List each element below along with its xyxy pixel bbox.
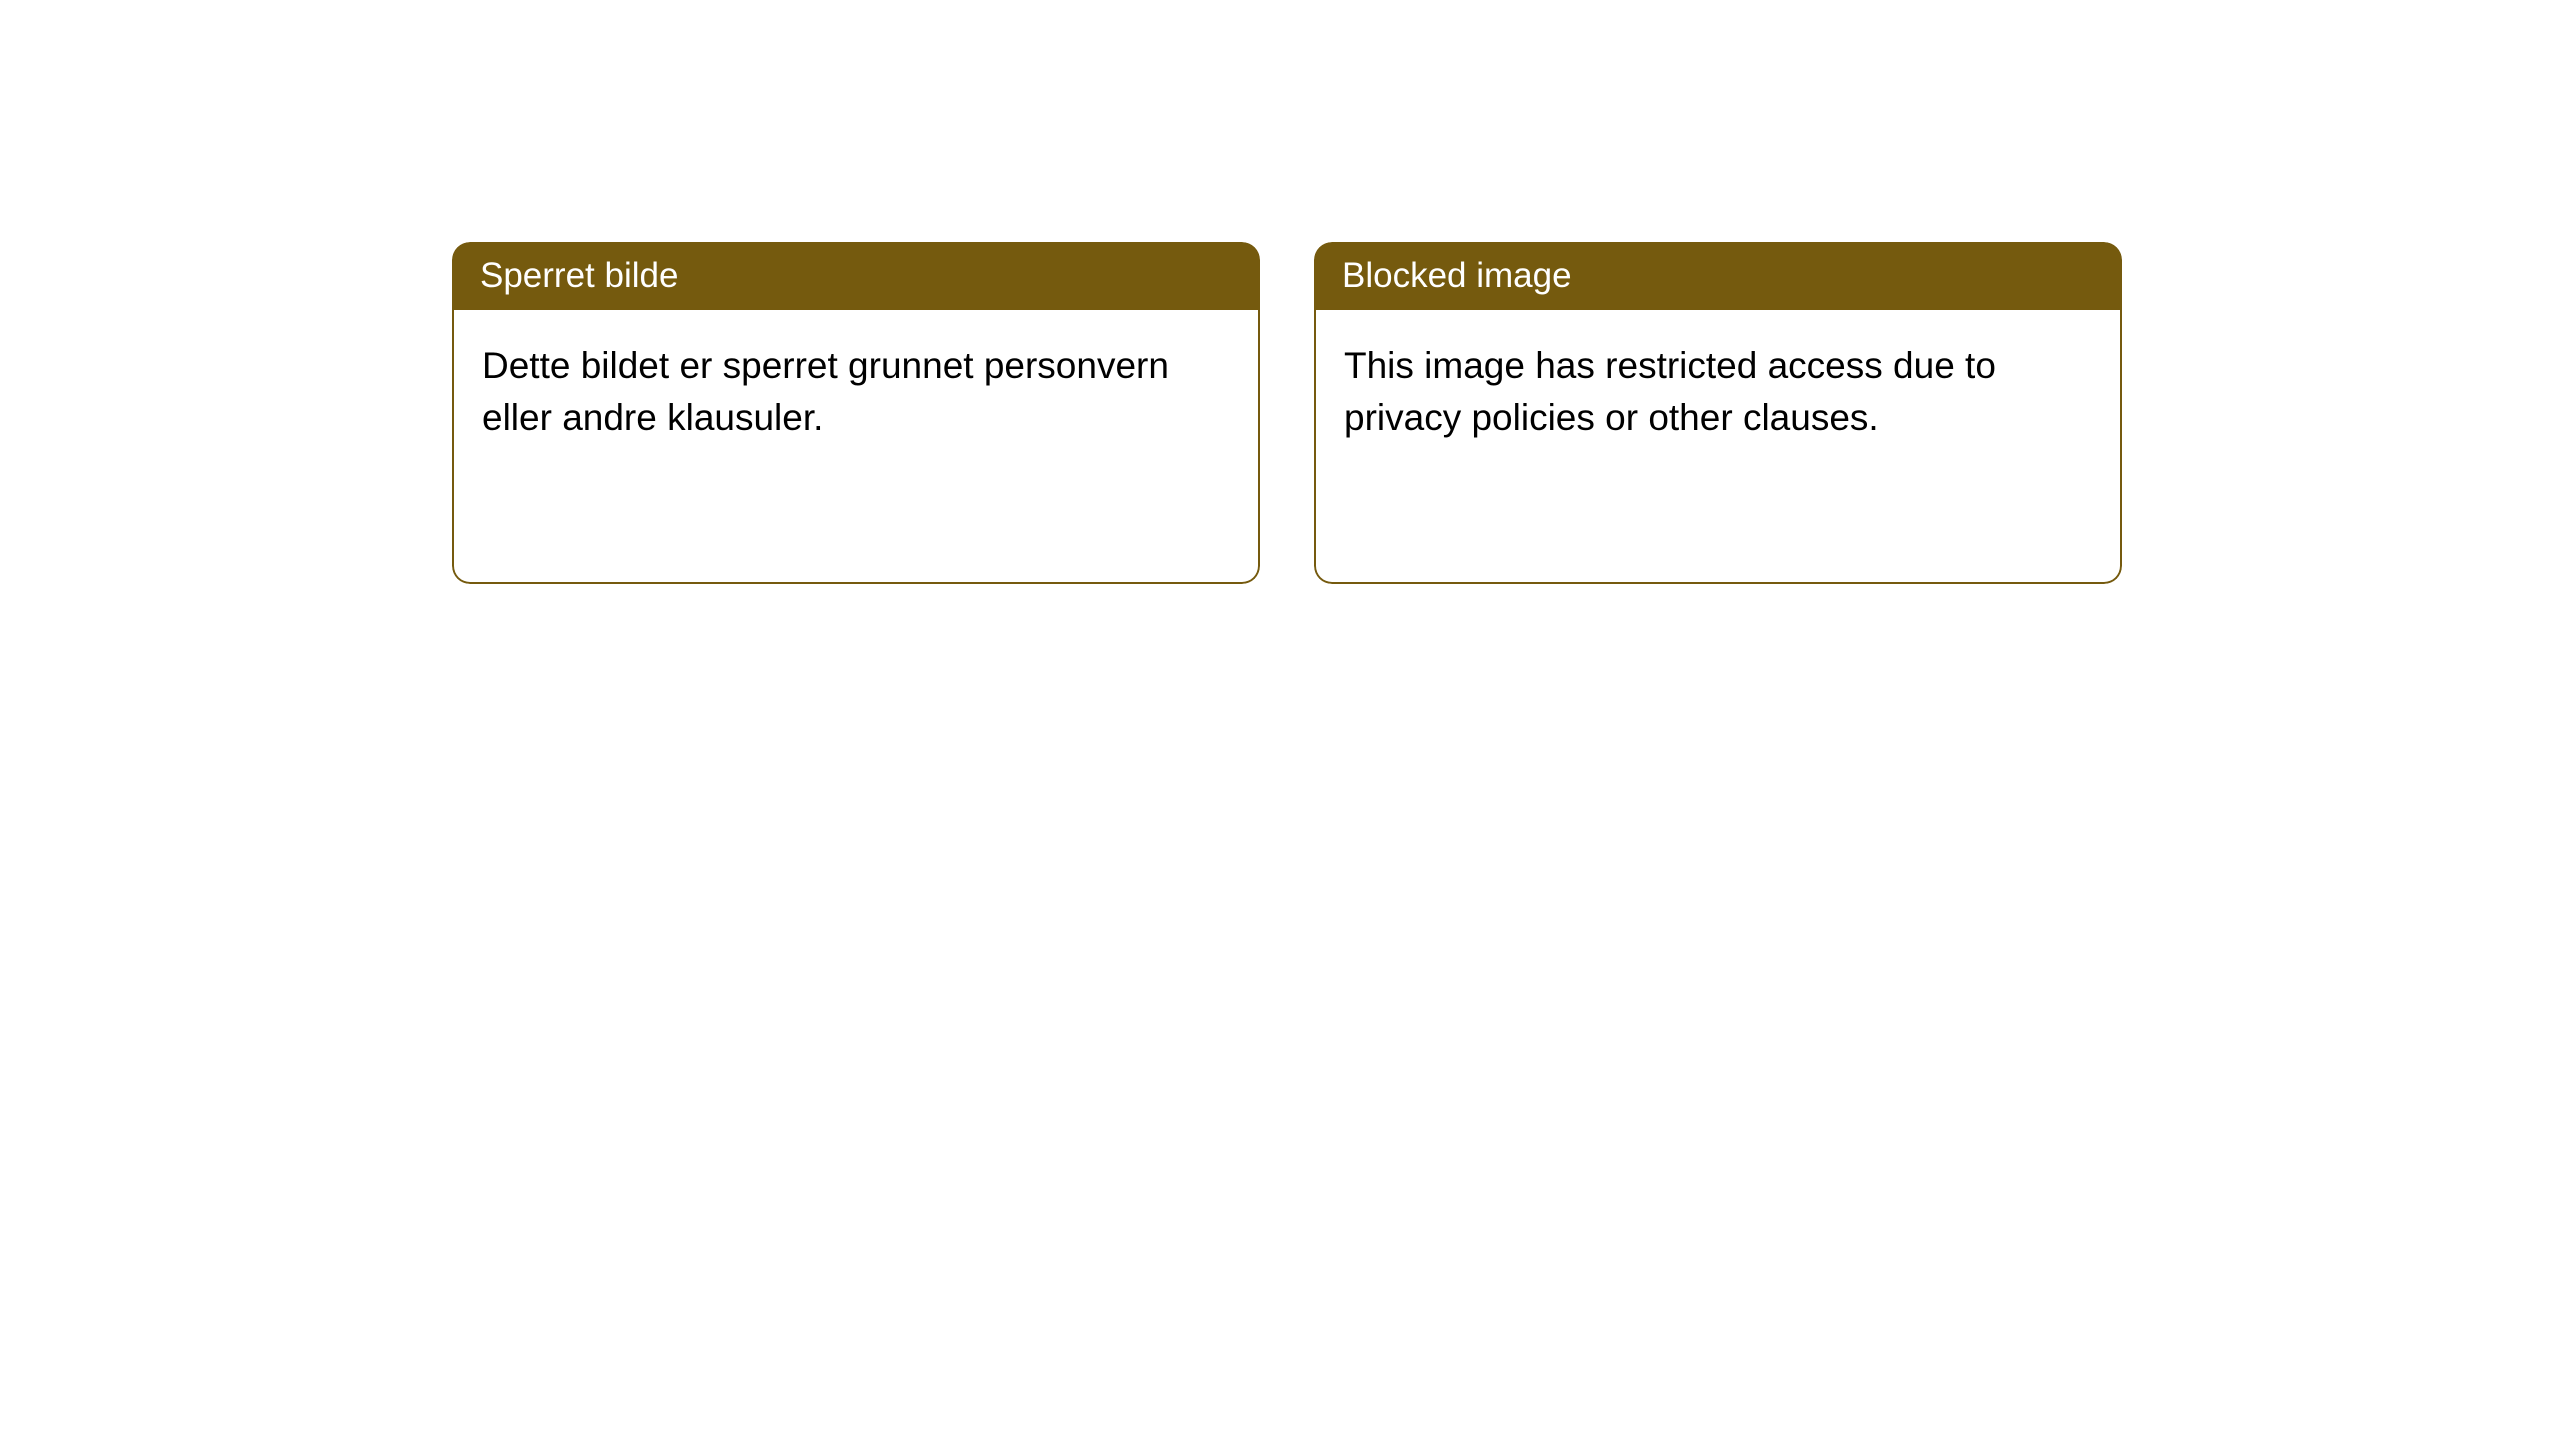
notice-container: Sperret bilde Dette bildet er sperret gr… — [0, 0, 2560, 584]
notice-card-body: This image has restricted access due to … — [1314, 310, 2122, 584]
notice-card-english: Blocked image This image has restricted … — [1314, 242, 2122, 584]
notice-card-header: Sperret bilde — [452, 242, 1260, 310]
notice-card-header: Blocked image — [1314, 242, 2122, 310]
notice-card-norwegian: Sperret bilde Dette bildet er sperret gr… — [452, 242, 1260, 584]
notice-card-body: Dette bildet er sperret grunnet personve… — [452, 310, 1260, 584]
